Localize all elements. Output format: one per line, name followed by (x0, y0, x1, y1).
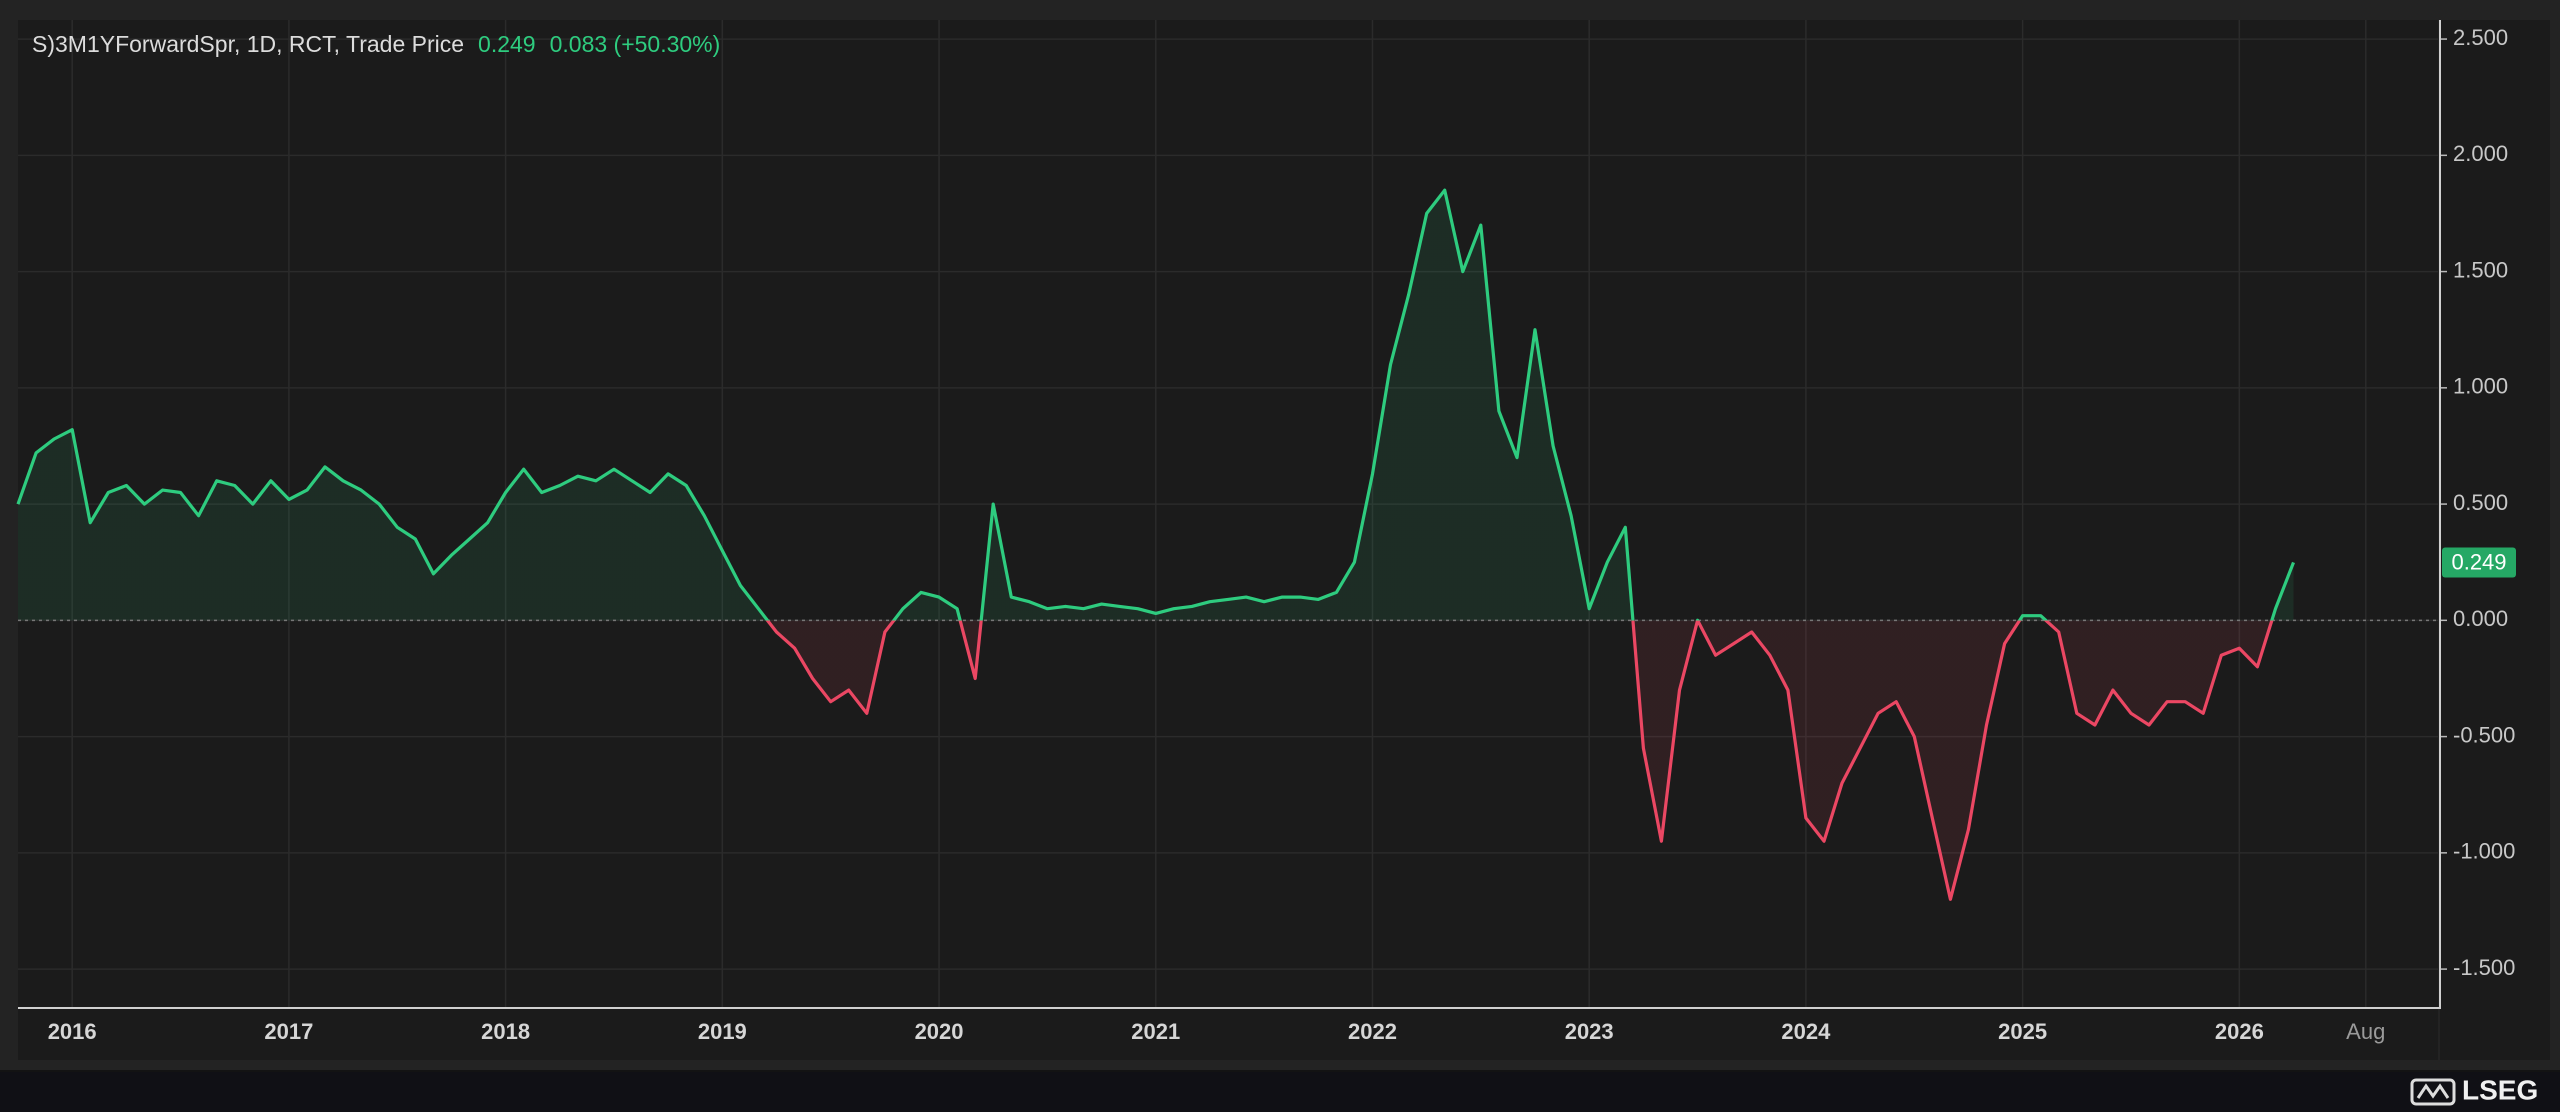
y-tick-label: -1.000 (2453, 839, 2515, 864)
last-value-label: 0.249 (2451, 549, 2506, 574)
line (16, 188, 2295, 901)
x-tick-label: 2023 (1565, 1019, 1614, 1044)
x-axis-area (18, 1009, 2438, 1060)
x-tick-label: 2024 (1781, 1019, 1831, 1044)
logo-mark (2410, 1078, 2456, 1106)
brand: LSEG (2462, 1074, 2538, 1105)
plot-area (18, 20, 2438, 1007)
x-tick-label: 2016 (48, 1019, 97, 1044)
x-tick-label: Aug (2346, 1019, 2385, 1044)
x-tick-label: 2025 (1998, 1019, 2047, 1044)
y-tick-label: -0.500 (2453, 722, 2515, 747)
x-tick-label: 2019 (698, 1019, 747, 1044)
last-value-box (2442, 547, 2516, 578)
area (18, 190, 2294, 900)
header: S)3M1YForwardSpr, 1D, RCT, Trade Price 0.… (32, 31, 720, 57)
logo: LSEG (2410, 1074, 2538, 1106)
header-part: 0.083 (+50.30%) (550, 31, 721, 57)
y-tick-label: 2.000 (2453, 141, 2508, 166)
y-axis-area (2440, 20, 2550, 1060)
y-tick-label: 1.000 (2453, 374, 2508, 399)
x-tick-label: 2017 (264, 1019, 313, 1044)
y-tick-label: -1.500 (2453, 955, 2515, 980)
x-tick-label: 2021 (1131, 1019, 1180, 1044)
footer (0, 1072, 2560, 1112)
header-part: S)3M1YForwardSpr, 1D, RCT, Trade Price (32, 31, 464, 57)
y-tick-label: 1.500 (2453, 257, 2508, 282)
header-part: 0.249 (478, 31, 536, 57)
y-tick-label: 0.000 (2453, 606, 2508, 631)
y-tick-label: 0.500 (2453, 490, 2508, 515)
x-tick-label: 2022 (1348, 1019, 1397, 1044)
y-tick-label: 2.500 (2453, 25, 2508, 50)
x-tick-label: 2026 (2215, 1019, 2264, 1044)
logo-mark (2416, 1083, 2450, 1099)
x-tick-label: 2020 (915, 1019, 964, 1044)
x-tick-label: 2018 (481, 1019, 530, 1044)
